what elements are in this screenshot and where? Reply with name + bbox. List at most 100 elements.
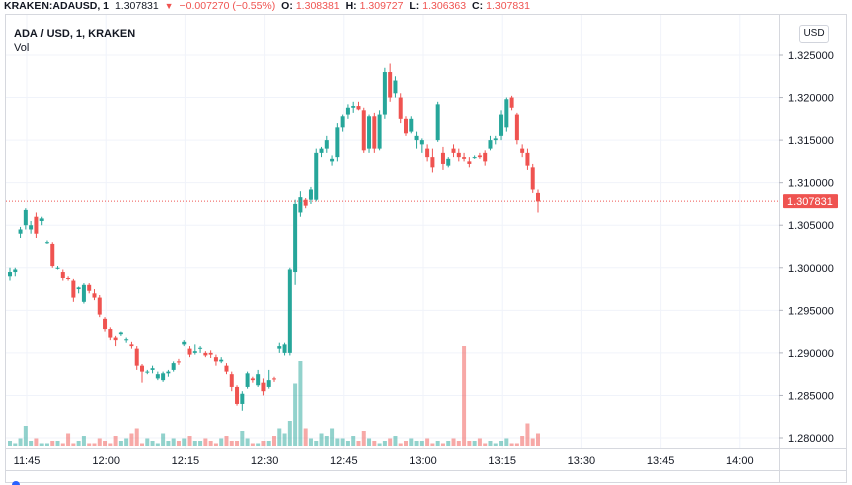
candle-body bbox=[446, 158, 451, 166]
volume-bar bbox=[451, 438, 456, 446]
volume-bar bbox=[87, 443, 92, 446]
last-price-label: 1.307831 bbox=[783, 194, 838, 209]
time-axis[interactable]: 11:45 12:00 12:15 12:30 12:45 13:00 13:15 13:30… bbox=[14, 455, 754, 467]
candle-body bbox=[483, 152, 488, 162]
volume-bar bbox=[340, 438, 345, 446]
volume-bar bbox=[198, 441, 203, 446]
volume-bar bbox=[514, 443, 519, 446]
currency-button[interactable]: USD bbox=[799, 25, 829, 43]
candle-body bbox=[245, 373, 250, 387]
volume-bar bbox=[409, 438, 414, 446]
candle-body bbox=[377, 114, 382, 149]
symbol-info-bar: KRAKEN:ADAUSD, 1 1.307831 ▼ −0.007270 (−… bbox=[0, 0, 852, 14]
candle-body bbox=[514, 114, 519, 141]
candle-body bbox=[87, 284, 92, 291]
volume-bar bbox=[60, 443, 65, 446]
volume-bar bbox=[140, 443, 144, 446]
volume-bar bbox=[335, 438, 340, 446]
candle-body bbox=[398, 97, 403, 119]
scroll-indicator-icon[interactable] bbox=[12, 481, 20, 485]
legend-volume[interactable]: Vol bbox=[14, 42, 30, 54]
candle-body bbox=[277, 346, 282, 349]
volume-bar bbox=[108, 443, 113, 446]
down-arrow-icon: ▼ bbox=[164, 1, 174, 11]
x-tick-label: 12:15 bbox=[172, 455, 200, 467]
volume-bar bbox=[171, 438, 176, 446]
candle-body bbox=[324, 140, 329, 149]
grid-lines bbox=[6, 15, 779, 448]
volume-bar bbox=[520, 436, 525, 446]
candle-body bbox=[113, 337, 118, 341]
volume-bar bbox=[192, 441, 197, 446]
x-tick-label: 12:45 bbox=[330, 455, 358, 467]
candle-body bbox=[345, 107, 350, 115]
close-value: 1.307831 bbox=[486, 0, 530, 12]
volume-bar bbox=[250, 443, 255, 446]
candle-body bbox=[340, 116, 345, 128]
volume-bar bbox=[34, 438, 39, 446]
volume-bar bbox=[44, 443, 49, 446]
candle-body bbox=[298, 197, 303, 213]
candle-body bbox=[287, 269, 292, 353]
price-axis[interactable]: 1.325000 1.320000 1.315000 1.310000 1.305000… bbox=[779, 50, 834, 445]
x-tick-label: 13:15 bbox=[488, 455, 516, 467]
candle-body bbox=[92, 293, 97, 298]
chart-legend: ADA / USD, 1, KRAKEN Vol bbox=[14, 27, 135, 55]
volume-bar bbox=[477, 438, 482, 446]
high-label: H: bbox=[345, 0, 357, 12]
candle-body bbox=[140, 365, 144, 372]
volume-bar bbox=[229, 441, 234, 446]
volume-bar bbox=[293, 383, 298, 446]
volume-bar bbox=[298, 361, 303, 446]
candle-body bbox=[192, 351, 197, 353]
candle-body bbox=[50, 243, 55, 267]
volume-bar bbox=[23, 426, 28, 446]
y-tick-label: 1.325000 bbox=[788, 50, 834, 62]
volume-bar bbox=[124, 438, 129, 446]
volume-bar bbox=[525, 423, 530, 446]
volume-bar bbox=[446, 441, 451, 446]
volume-bar bbox=[71, 443, 76, 446]
candle-body bbox=[530, 167, 535, 190]
volume-bar bbox=[29, 441, 34, 446]
candle-body bbox=[493, 138, 498, 141]
candle-body bbox=[39, 218, 44, 221]
volume-bar bbox=[388, 438, 393, 446]
volume-bar bbox=[129, 433, 134, 446]
candle-body bbox=[293, 203, 298, 273]
volume-bar bbox=[161, 433, 166, 446]
volume-bar bbox=[50, 441, 55, 446]
candle-body bbox=[203, 352, 208, 356]
candle-body bbox=[161, 373, 166, 381]
volume-bar bbox=[208, 441, 213, 446]
candle-body bbox=[266, 380, 271, 387]
volume-bar bbox=[393, 436, 398, 446]
candle-body bbox=[118, 332, 123, 335]
volume-bar bbox=[404, 441, 408, 446]
high-value: 1.309727 bbox=[359, 0, 404, 12]
symbol-label[interactable]: KRAKEN:ADAUSD, 1 bbox=[4, 0, 110, 12]
volume-bar bbox=[382, 441, 387, 446]
last-price: 1.307831 bbox=[114, 0, 159, 12]
candle-body bbox=[71, 280, 76, 298]
volume-bar bbox=[456, 441, 461, 446]
volume-bar bbox=[467, 441, 472, 446]
candle-body bbox=[8, 272, 12, 277]
x-tick-label: 12:00 bbox=[92, 455, 120, 467]
candle-body bbox=[60, 272, 65, 278]
volume-bar bbox=[118, 441, 123, 446]
volume-bar bbox=[39, 443, 44, 446]
candle-body bbox=[208, 352, 213, 355]
volume-bar bbox=[55, 441, 60, 446]
volume-bar bbox=[203, 438, 208, 446]
y-tick-label: 1.295000 bbox=[788, 305, 834, 317]
volume-bar bbox=[145, 438, 150, 446]
candle-body bbox=[414, 135, 419, 141]
volume-bar bbox=[356, 441, 361, 446]
volume-bar bbox=[150, 441, 155, 446]
legend-title[interactable]: ADA / USD, 1, KRAKEN bbox=[14, 28, 136, 40]
volume-bar bbox=[113, 436, 118, 446]
candle-body bbox=[224, 365, 229, 372]
candle-body bbox=[134, 348, 139, 366]
